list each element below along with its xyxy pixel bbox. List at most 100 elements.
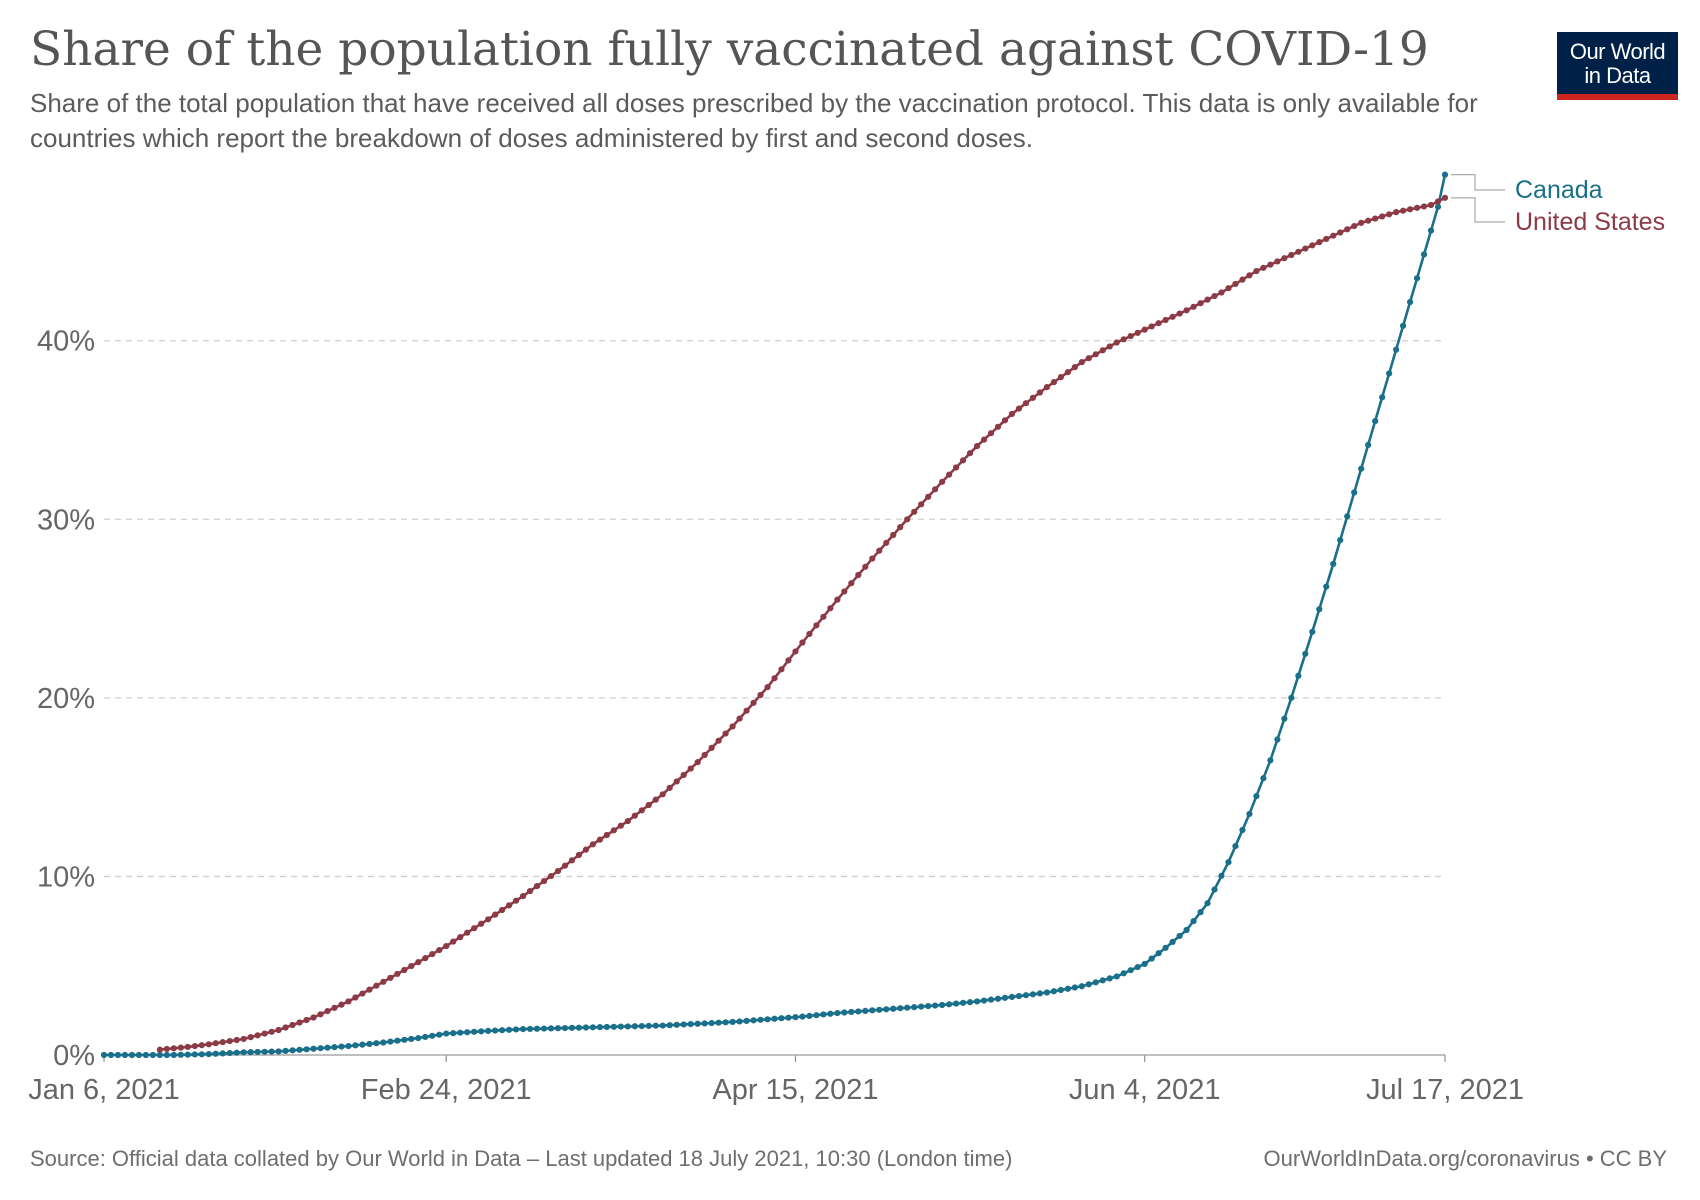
data-point-united-states (1169, 313, 1176, 320)
data-point-united-states (1253, 267, 1260, 275)
data-point-canada (547, 1025, 555, 1032)
data-point-united-states (652, 796, 659, 803)
data-point-united-states (1295, 248, 1302, 255)
data-point-united-states (568, 857, 576, 864)
data-point-canada (429, 1032, 436, 1039)
data-point-united-states (1260, 264, 1267, 271)
data-point-united-states (1050, 379, 1057, 386)
data-point-canada (638, 1022, 645, 1030)
data-point-canada (1050, 988, 1057, 995)
data-point-united-states (240, 1035, 247, 1043)
data-point-canada (1148, 955, 1155, 962)
data-point-united-states (1372, 215, 1379, 222)
data-point-canada (680, 1021, 687, 1028)
data-point-united-states (1120, 336, 1127, 343)
data-point-canada (652, 1022, 659, 1029)
data-point-canada (778, 1015, 785, 1022)
data-point-united-states (324, 1007, 331, 1015)
data-point-united-states (296, 1019, 303, 1026)
data-point-canada (1351, 489, 1358, 496)
data-point-united-states (1434, 198, 1442, 205)
data-point-united-states (904, 516, 911, 523)
data-point-canada (869, 1007, 876, 1014)
data-point-united-states (205, 1041, 212, 1048)
data-point-united-states (540, 877, 548, 885)
data-point-canada (582, 1024, 590, 1031)
data-point-canada (254, 1048, 261, 1056)
data-point-canada (771, 1015, 778, 1022)
data-point-canada (1015, 992, 1023, 1000)
data-point-canada (862, 1007, 869, 1014)
data-point-united-states (352, 994, 359, 1001)
data-point-canada (499, 1027, 506, 1034)
data-point-united-states (792, 648, 799, 655)
data-point-canada (1106, 975, 1113, 982)
data-point-canada (373, 1040, 380, 1047)
data-point-canada (897, 1005, 904, 1012)
data-point-united-states (184, 1043, 191, 1051)
data-point-canada (1316, 606, 1323, 613)
data-point-canada (359, 1041, 366, 1048)
data-point-canada (1120, 970, 1127, 977)
data-point-united-states (443, 942, 450, 950)
data-point-united-states (764, 684, 771, 691)
chart-subtitle: Share of the total population that have … (30, 88, 1478, 153)
data-point-united-states (959, 457, 967, 464)
data-point-canada (1064, 985, 1071, 992)
data-point-canada (645, 1022, 652, 1029)
data-point-canada (1155, 950, 1162, 957)
data-point-canada (701, 1020, 708, 1027)
data-point-canada (149, 1051, 156, 1059)
data-point-united-states (1057, 374, 1064, 381)
data-point-canada (212, 1050, 219, 1057)
series-lines (100, 171, 1449, 1059)
data-point-united-states (1413, 204, 1421, 211)
data-point-canada (1043, 989, 1050, 996)
data-point-canada (736, 1018, 743, 1025)
data-point-canada (617, 1023, 624, 1030)
data-point-united-states (247, 1034, 254, 1041)
data-point-united-states (834, 596, 841, 603)
data-point-united-states (715, 737, 722, 744)
owid-logo[interactable]: Our World in Data (1557, 32, 1678, 100)
data-point-united-states (163, 1045, 170, 1053)
data-point-canada (1330, 560, 1337, 568)
series-line-united-states (159, 196, 1446, 1051)
data-point-united-states (1337, 229, 1344, 236)
x-tick-label: Jul 17, 2021 (1366, 1074, 1524, 1106)
data-point-united-states (1155, 320, 1162, 327)
data-point-united-states (561, 862, 569, 869)
data-point-united-states (505, 902, 513, 909)
data-point-united-states (1323, 235, 1330, 243)
data-point-united-states (994, 423, 1002, 430)
data-point-canada (1113, 973, 1120, 980)
data-point-united-states (219, 1039, 226, 1046)
data-point-canada (1288, 694, 1295, 701)
license-link[interactable]: OurWorldInData.org/coronavirus • CC BY (1263, 1146, 1667, 1171)
data-point-united-states (1399, 207, 1407, 214)
data-point-united-states (778, 666, 785, 673)
data-point-canada (1365, 441, 1372, 448)
data-point-canada (485, 1027, 492, 1034)
data-point-united-states (282, 1024, 289, 1031)
chart-title: Share of the population fully vaccinated… (30, 22, 1429, 77)
data-point-canada (1358, 465, 1365, 472)
data-point-united-states (939, 478, 946, 485)
data-point-united-states (1267, 261, 1274, 268)
data-point-united-states (1176, 310, 1183, 317)
data-point-united-states (638, 807, 645, 814)
data-point-canada (100, 1051, 108, 1059)
data-point-canada (603, 1023, 610, 1031)
data-point-canada (121, 1051, 129, 1059)
data-point-canada (1246, 810, 1253, 818)
data-point-canada (492, 1027, 499, 1034)
data-point-united-states (268, 1028, 275, 1035)
data-point-canada (589, 1024, 597, 1031)
data-point-canada (219, 1050, 226, 1057)
data-point-united-states (743, 707, 750, 714)
data-point-united-states (373, 982, 380, 989)
data-point-canada (338, 1043, 345, 1050)
data-point-united-states (457, 934, 464, 941)
data-point-canada (177, 1051, 184, 1058)
